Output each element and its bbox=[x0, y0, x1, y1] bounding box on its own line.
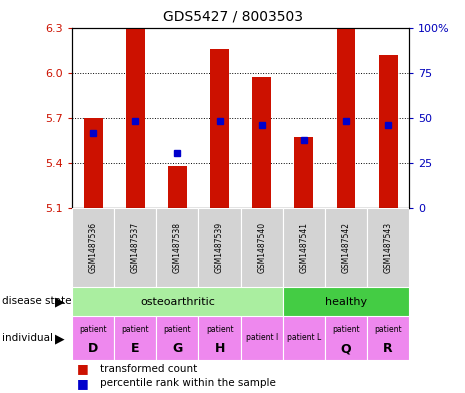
Bar bbox=[283, 316, 325, 360]
Bar bbox=[325, 208, 367, 287]
Bar bbox=[72, 208, 114, 287]
Text: G: G bbox=[173, 342, 183, 355]
Text: patient: patient bbox=[164, 325, 191, 334]
Text: E: E bbox=[131, 342, 140, 355]
Text: R: R bbox=[383, 342, 393, 355]
Bar bbox=[241, 208, 283, 287]
Text: percentile rank within the sample: percentile rank within the sample bbox=[100, 378, 276, 388]
Text: Q: Q bbox=[341, 342, 351, 355]
Text: GSM1487542: GSM1487542 bbox=[341, 222, 351, 273]
Bar bbox=[199, 208, 241, 287]
Bar bbox=[156, 208, 199, 287]
Bar bbox=[72, 316, 114, 360]
Text: osteoarthritic: osteoarthritic bbox=[140, 297, 215, 307]
Text: D: D bbox=[88, 342, 98, 355]
Text: healthy: healthy bbox=[325, 297, 367, 307]
Text: individual: individual bbox=[2, 333, 53, 343]
Bar bbox=[72, 287, 283, 316]
Bar bbox=[156, 316, 199, 360]
Text: transformed count: transformed count bbox=[100, 364, 197, 374]
Text: patient: patient bbox=[332, 325, 360, 334]
Text: patient L: patient L bbox=[287, 334, 321, 342]
Bar bbox=[114, 316, 156, 360]
Bar bbox=[168, 166, 187, 208]
Text: patient: patient bbox=[80, 325, 107, 334]
Text: patient: patient bbox=[121, 325, 149, 334]
Text: GDS5427 / 8003503: GDS5427 / 8003503 bbox=[162, 10, 303, 24]
Text: ■: ■ bbox=[77, 362, 88, 375]
Bar bbox=[199, 316, 241, 360]
Bar bbox=[337, 29, 355, 208]
Bar bbox=[210, 49, 229, 208]
Text: GSM1487537: GSM1487537 bbox=[131, 222, 140, 273]
Text: ■: ■ bbox=[77, 376, 88, 390]
Bar bbox=[114, 208, 156, 287]
Text: GSM1487540: GSM1487540 bbox=[257, 222, 266, 273]
Text: ▶: ▶ bbox=[55, 295, 64, 308]
Bar bbox=[283, 208, 325, 287]
Bar bbox=[241, 316, 283, 360]
Bar bbox=[294, 138, 313, 208]
Text: GSM1487543: GSM1487543 bbox=[384, 222, 392, 273]
Bar bbox=[367, 316, 409, 360]
Bar bbox=[252, 77, 271, 208]
Bar bbox=[379, 55, 398, 208]
Bar bbox=[283, 287, 409, 316]
Text: H: H bbox=[214, 342, 225, 355]
Bar bbox=[325, 316, 367, 360]
Text: disease state: disease state bbox=[2, 296, 72, 306]
Bar bbox=[126, 28, 145, 208]
Text: ▶: ▶ bbox=[55, 332, 64, 345]
Bar bbox=[367, 208, 409, 287]
Text: GSM1487539: GSM1487539 bbox=[215, 222, 224, 273]
Text: GSM1487536: GSM1487536 bbox=[89, 222, 98, 273]
Text: patient: patient bbox=[374, 325, 402, 334]
Text: patient: patient bbox=[206, 325, 233, 334]
Bar bbox=[84, 118, 103, 208]
Text: patient I: patient I bbox=[246, 334, 278, 342]
Text: GSM1487538: GSM1487538 bbox=[173, 222, 182, 273]
Text: GSM1487541: GSM1487541 bbox=[299, 222, 308, 273]
